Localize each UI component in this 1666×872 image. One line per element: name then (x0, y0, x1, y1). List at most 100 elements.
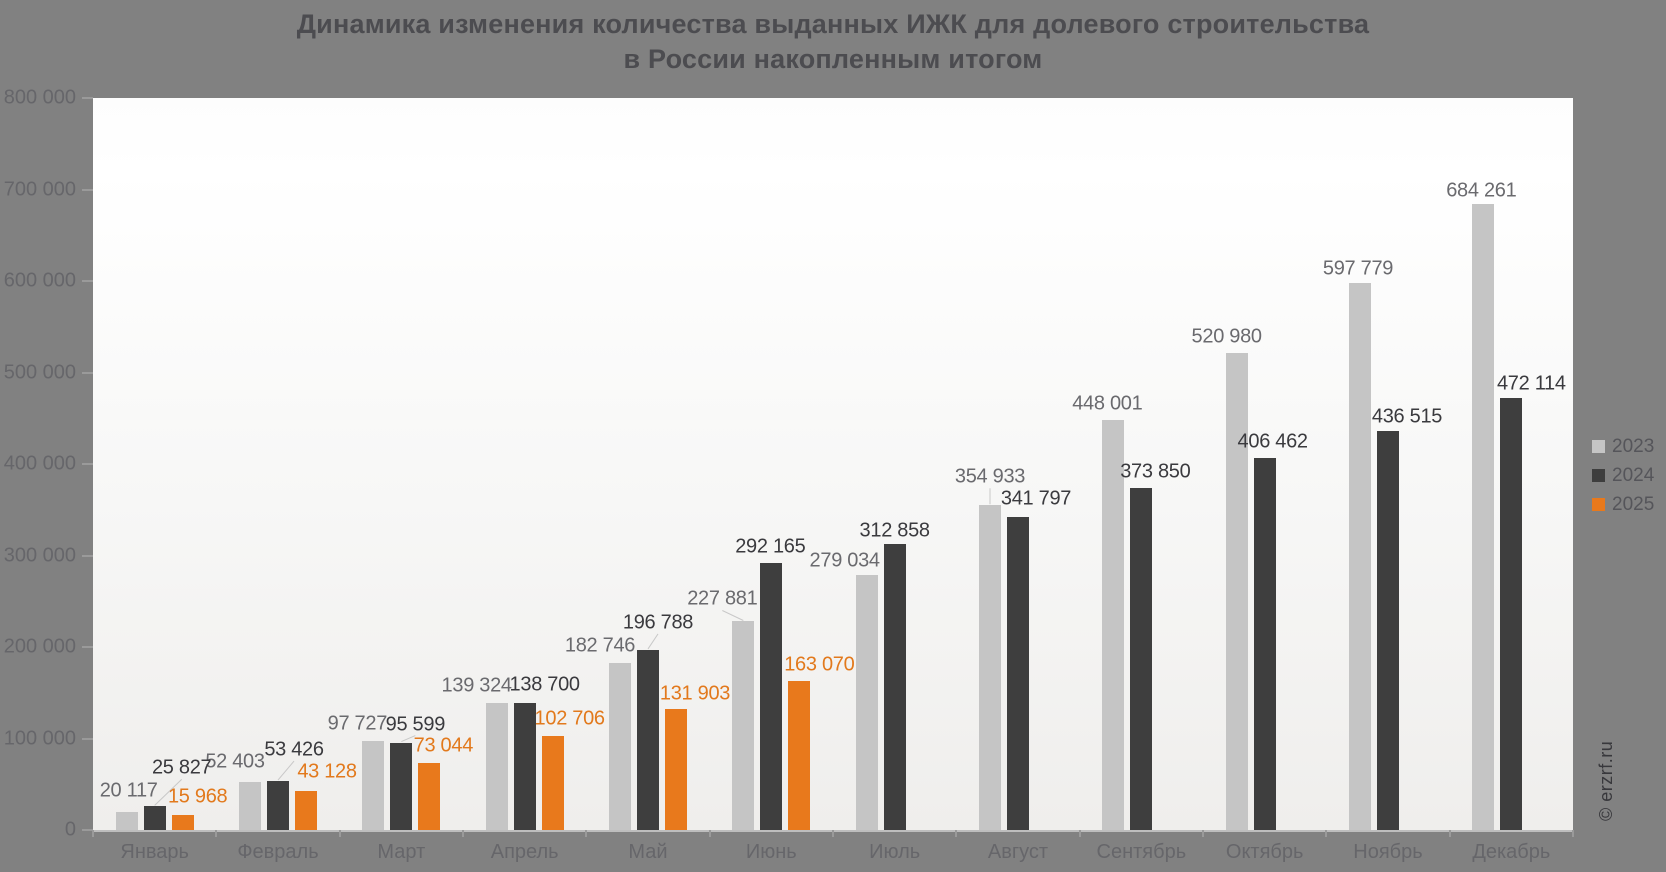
value-label-2023-month-12: 684 261 (1446, 179, 1517, 202)
value-label-2023-month-10: 520 980 (1191, 325, 1263, 348)
x-axis-label-2023-9: Сентябрь (1096, 841, 1187, 863)
chart-title: Динамика изменения количества выданных И… (0, 7, 1666, 77)
bar-2024-month-4 (513, 703, 536, 830)
value-label-2025-month-1: 15 968 (167, 785, 228, 808)
y-axis-tick-label: 0 (64, 818, 76, 841)
x-axis-label-2023-7: Июль (869, 841, 921, 863)
legend-swatch-2025 (1592, 498, 1605, 511)
y-axis-tick-label: 200 000 (3, 635, 76, 658)
bar-2024-month-6 (760, 562, 783, 830)
legend-label-2024: 2024 (1612, 464, 1655, 486)
value-label-2024-month-3: 95 599 (385, 713, 446, 736)
x-axis-tick-mark (1202, 830, 1204, 837)
y-axis-tick-label: 300 000 (3, 544, 76, 566)
value-label-2024-month-10: 406 462 (1237, 430, 1309, 453)
watermark: © erzrf.ru (1596, 740, 1616, 821)
y-axis-tick-label: 100 000 (3, 727, 76, 749)
value-label-2024-month-5: 196 788 (622, 611, 694, 634)
value-label-2024-month-4: 138 700 (509, 673, 581, 696)
x-axis-tick-mark (708, 830, 711, 837)
value-label-2025-month-5: 131 903 (659, 682, 731, 705)
legend-item-2023: 2023 (1592, 432, 1654, 461)
x-axis-label-2023-6: Июнь (745, 841, 797, 863)
bar-2024-month-7 (883, 543, 906, 830)
bar-2023-month-2 (239, 782, 261, 830)
y-axis-tick-mark (82, 280, 93, 282)
bar-2023-month-11 (1349, 283, 1371, 830)
bar-2023-month-5 (609, 662, 631, 830)
value-label-2024-month-1: 25 827 (151, 756, 212, 779)
x-axis-tick-mark (215, 830, 218, 837)
x-axis-label-2023-5: Май (628, 841, 668, 863)
plot-area (93, 98, 1573, 830)
value-label-2023-month-6: 227 881 (687, 587, 758, 610)
bar-2024-month-8 (1007, 517, 1029, 830)
value-label-2023-month-8: 354 933 (954, 465, 1026, 488)
bar-2025-month-6 (788, 680, 811, 830)
x-axis-tick-mark (92, 830, 94, 837)
value-label-2024-month-9: 373 850 (1120, 460, 1191, 483)
y-axis-tick-label: 400 000 (3, 452, 76, 475)
x-axis-label-2023-10: Октябрь (1225, 841, 1304, 863)
bar-2023-month-3 (362, 740, 385, 830)
value-label-2023-month-1: 20 117 (99, 779, 158, 802)
bar-2025-month-5 (665, 709, 687, 830)
bar-2024-month-10 (1253, 458, 1276, 830)
bar-2023-month-6 (732, 621, 755, 830)
bar-2025-month-2 (295, 790, 317, 830)
x-axis-tick-mark (585, 830, 588, 837)
y-axis-tick-mark (82, 97, 93, 99)
value-label-2024-month-2: 53 426 (264, 738, 324, 761)
y-axis-tick-mark (82, 646, 93, 648)
legend-label-2025: 2025 (1612, 493, 1655, 515)
x-axis-tick-mark (462, 830, 464, 837)
x-axis-label-2023-11: Ноябрь (1353, 841, 1423, 863)
value-label-2023-month-3: 97 727 (327, 712, 388, 735)
bar-2024-month-3 (390, 742, 413, 830)
legend-swatch-2024 (1592, 469, 1605, 482)
legend: 2023 2024 2025 (1592, 432, 1654, 519)
value-label-2025-month-4: 102 706 (534, 707, 606, 730)
legend-label-2023: 2023 (1612, 435, 1655, 457)
value-label-2025-month-6: 163 070 (784, 653, 855, 676)
y-axis-tick-label: 500 000 (3, 361, 76, 383)
y-axis-tick-mark (82, 188, 93, 191)
bar-2025-month-3 (418, 763, 441, 830)
legend-item-2025: 2025 (1592, 490, 1654, 519)
x-axis-label-2023-12: Декабрь (1472, 841, 1551, 863)
y-axis-tick-mark (82, 829, 93, 831)
y-axis-tick-mark (82, 737, 93, 740)
y-axis-tick-mark (82, 554, 93, 557)
value-label-2024-month-11: 436 515 (1371, 405, 1443, 428)
bar-2024-month-9 (1130, 487, 1153, 830)
legend-item-2024: 2024 (1592, 461, 1654, 490)
value-label-2023-month-5: 182 746 (564, 634, 636, 657)
x-axis-tick-mark (955, 830, 958, 837)
y-axis-tick-label: 700 000 (3, 178, 76, 200)
value-label-2023-month-7: 279 034 (809, 549, 881, 572)
value-label-2023-month-11: 597 779 (1322, 257, 1394, 280)
bar-2023-month-8 (979, 505, 1001, 830)
x-axis-label-2023-4: Апрель (490, 841, 559, 863)
value-label-2023-month-2: 52 403 (205, 750, 265, 773)
bar-2025-month-4 (541, 736, 564, 830)
value-label-2023-month-4: 139 324 (441, 674, 513, 697)
value-label-2023-month-9: 448 001 (1072, 392, 1143, 415)
bar-2023-month-4 (485, 702, 508, 830)
value-label-2024-month-7: 312 858 (859, 519, 931, 542)
bar-2023-month-7 (855, 574, 878, 830)
x-axis-tick-mark (1448, 830, 1451, 837)
x-axis-label-2023-1: Январь (120, 841, 189, 863)
x-axis-tick-mark (1078, 830, 1081, 837)
bar-2024-month-12 (1500, 398, 1523, 830)
legend-swatch-2023 (1592, 440, 1605, 453)
x-axis-tick-mark (1572, 830, 1574, 837)
bar-2023-month-9 (1102, 420, 1125, 830)
value-label-2024-month-6: 292 165 (735, 535, 806, 558)
x-axis-label-2023-8: Август (987, 841, 1049, 863)
x-axis-label-2023-2: Февраль (237, 841, 319, 863)
chart-title-line2: в России накопленным итогом (623, 44, 1043, 74)
bar-2023-month-10 (1225, 353, 1248, 830)
bar-2023-month-1 (115, 811, 138, 830)
